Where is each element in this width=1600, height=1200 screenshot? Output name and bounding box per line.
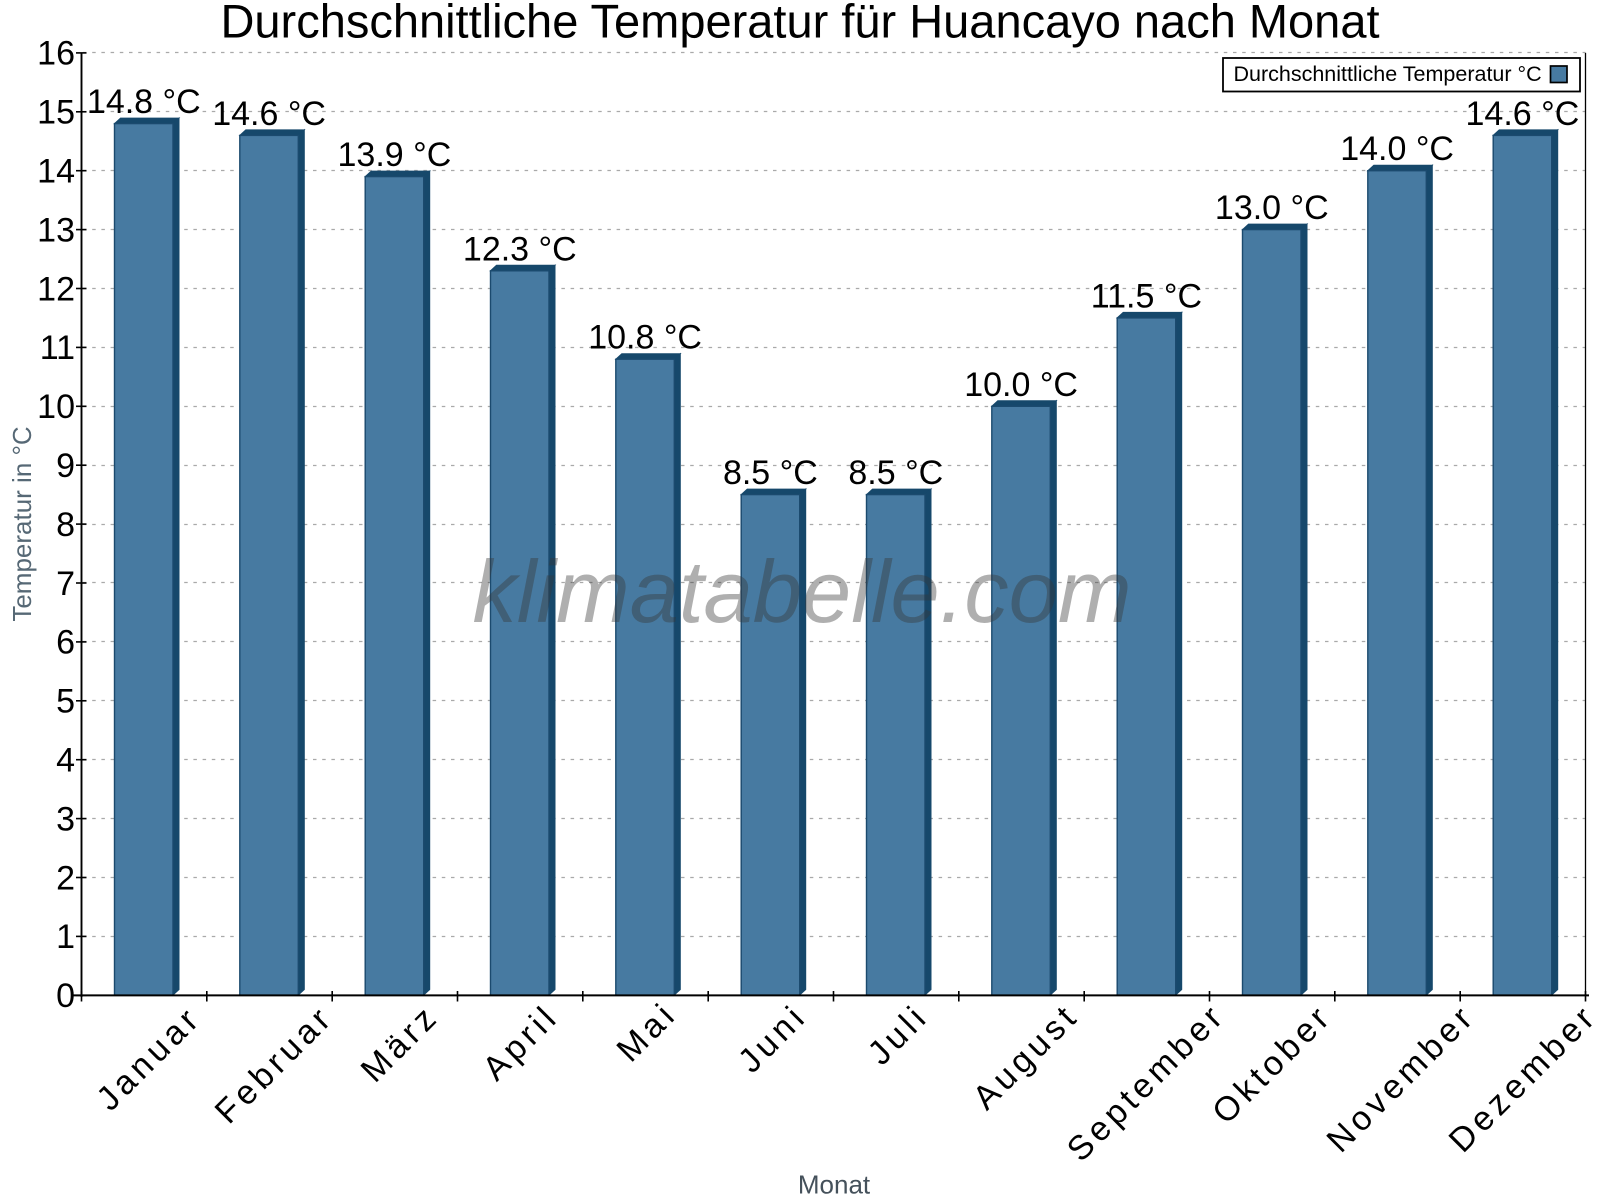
svg-text:8.5 °C: 8.5 °C xyxy=(848,454,943,492)
svg-text:4: 4 xyxy=(56,742,75,780)
svg-text:Durchschnittliche Temperatur °: Durchschnittliche Temperatur °C xyxy=(1234,62,1542,86)
svg-text:11.5 °C: 11.5 °C xyxy=(1091,277,1202,315)
svg-text:14.6 °C: 14.6 °C xyxy=(1466,95,1580,133)
svg-text:Durchschnittliche Temperatur f: Durchschnittliche Temperatur für Huancay… xyxy=(220,0,1379,48)
svg-text:8: 8 xyxy=(56,506,75,544)
svg-text:14.0 °C: 14.0 °C xyxy=(1340,130,1454,168)
svg-text:15: 15 xyxy=(37,94,75,132)
svg-text:10.8 °C: 10.8 °C xyxy=(588,319,702,357)
svg-text:14: 14 xyxy=(37,153,75,191)
svg-text:klimatabelle.com: klimatabelle.com xyxy=(472,542,1131,641)
svg-text:7: 7 xyxy=(56,565,75,603)
svg-text:16: 16 xyxy=(37,35,75,73)
svg-text:12.3 °C: 12.3 °C xyxy=(463,230,577,268)
svg-text:5: 5 xyxy=(56,683,75,721)
svg-text:13.9 °C: 13.9 °C xyxy=(338,136,452,174)
svg-text:1: 1 xyxy=(56,918,75,956)
svg-text:14.8 °C: 14.8 °C xyxy=(87,83,201,121)
svg-text:Temperatur in °C: Temperatur in °C xyxy=(7,426,37,621)
svg-text:Monat: Monat xyxy=(798,1170,871,1200)
svg-text:2: 2 xyxy=(56,859,75,897)
svg-text:6: 6 xyxy=(56,624,75,662)
svg-text:9: 9 xyxy=(56,447,75,485)
svg-text:8.5 °C: 8.5 °C xyxy=(723,454,818,492)
svg-text:10.0 °C: 10.0 °C xyxy=(964,366,1078,404)
svg-text:12: 12 xyxy=(37,270,75,308)
svg-text:13: 13 xyxy=(37,211,75,249)
svg-text:14.6 °C: 14.6 °C xyxy=(212,95,326,133)
svg-text:13.0 °C: 13.0 °C xyxy=(1215,189,1329,227)
svg-text:10: 10 xyxy=(37,388,75,426)
svg-text:3: 3 xyxy=(56,800,75,838)
svg-text:0: 0 xyxy=(56,977,75,1015)
svg-text:11: 11 xyxy=(40,329,75,367)
